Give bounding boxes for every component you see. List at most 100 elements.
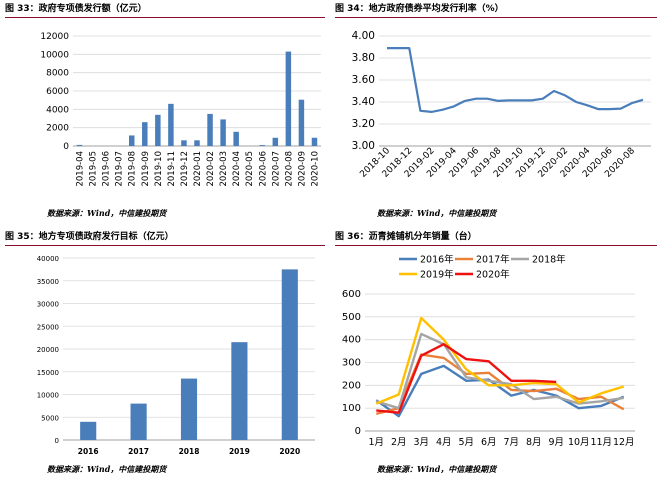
y-tick-label: 3.00: [352, 140, 375, 152]
x-tick-label: 4月: [436, 437, 452, 448]
y-tick-label: 4.00: [352, 30, 375, 42]
y-tick-label: 3.60: [352, 74, 375, 86]
bar: [231, 342, 248, 440]
x-tick-label: 2019-04: [76, 151, 86, 187]
x-tick-label: 2020-03: [219, 151, 229, 187]
y-tick-label: 500: [342, 312, 361, 323]
legend-label: 2020年: [476, 269, 510, 281]
bar: [142, 122, 148, 146]
bar: [168, 103, 174, 146]
x-tick-label: 2020: [279, 447, 300, 456]
chart-title: 图 34：地方政府债券平均发行利率（%）: [335, 4, 504, 14]
x-tick-label: 1月: [368, 437, 384, 448]
panel-paver-sales: 图 36：沥青摊铺机分年销量（台） 0 100 200 300 400 500 600 1月 2…: [335, 230, 657, 480]
series-line: [375, 332, 624, 410]
series-line: [376, 343, 557, 414]
bar: [76, 144, 83, 146]
x-tick-label: 3月: [413, 437, 429, 448]
y-tick-label: 0: [63, 142, 69, 152]
y-tick-label: 25000: [37, 323, 59, 331]
legend-label: 2018年: [532, 254, 566, 266]
x-tick-label: 2020-04: [232, 151, 242, 187]
series-line: [387, 47, 644, 114]
x-tick-label: 2月: [391, 437, 407, 448]
x-tick-label: 2019-09: [141, 151, 151, 187]
y-tick-label: 6000: [46, 87, 69, 97]
bar: [311, 137, 318, 146]
y-tick-label: 15000: [37, 369, 59, 377]
x-tick-label: 2019: [229, 447, 250, 456]
bar: [155, 114, 161, 146]
legend-label: 2019年: [420, 269, 454, 281]
x-tick-label: 10月: [568, 437, 590, 448]
y-tick-label: 200: [342, 380, 361, 391]
y-tick-label: 600: [342, 289, 361, 300]
x-tick-label: 2020-05: [245, 151, 255, 187]
y-tick-label: 12000: [40, 32, 69, 42]
y-tick-label: 100: [342, 403, 361, 414]
title-rule: [5, 245, 325, 246]
x-tick-label: 12月: [613, 437, 635, 448]
line-chart-average-issue-rate: 3.003.203.403.603.804.002018-102018-1220…: [352, 30, 651, 180]
chart-title: 图 35：地方专项债政府发行目标（亿元）: [5, 232, 174, 242]
x-tick-label: 2020-07: [271, 151, 281, 187]
x-tick-label: 2020-06: [258, 151, 268, 187]
title-rule: [5, 17, 325, 18]
x-tick-label: 2020-08: [284, 151, 294, 187]
x-tick-label: 2019-11: [167, 151, 177, 187]
x-tick-label: 2019-08: [128, 151, 138, 187]
x-tick-label: 2019-10: [154, 151, 164, 187]
y-tick-label: 10000: [40, 50, 69, 60]
title-rule: [335, 245, 657, 246]
bar: [233, 131, 239, 146]
bar: [298, 99, 305, 146]
x-tick-label: 2016: [78, 447, 99, 456]
data-source: 数据来源：Wind，中信建投期货: [47, 208, 167, 218]
bar: [180, 378, 198, 440]
bar: [207, 113, 213, 146]
series-line: [375, 316, 625, 405]
legend-label: 2017年: [476, 254, 510, 266]
title-rule: [335, 17, 657, 18]
y-tick-label: 8000: [46, 69, 69, 79]
x-tick-label: 2020-02: [206, 151, 216, 187]
y-tick-label: 10000: [37, 392, 59, 400]
y-tick-label: 3.40: [352, 96, 375, 108]
y-tick-label: 0: [355, 426, 361, 437]
x-tick-label: 9月: [548, 437, 564, 448]
x-tick-label: 2018: [179, 447, 200, 456]
x-tick-label: 2017: [128, 447, 149, 456]
x-tick-label: 6月: [481, 437, 497, 448]
y-tick-label: 40000: [37, 255, 59, 263]
bar: [285, 51, 292, 146]
x-tick-label: 2020-09: [297, 151, 307, 187]
panel-special-bond-target: 图 35：地方专项债政府发行目标（亿元） 0 5000 10000 15000 2000…: [5, 230, 325, 480]
bar-chart-issuance-target: 0 5000 10000 15000 20000 25000 30000 35000 40000…: [37, 255, 315, 456]
y-tick-label: 4000: [46, 105, 69, 115]
y-tick-label: 5000: [41, 414, 59, 422]
bar: [220, 119, 226, 146]
data-source: 数据来源：Wind，中信建投期货: [47, 464, 167, 474]
x-tick-label: 11月: [590, 437, 612, 448]
bar: [194, 140, 200, 146]
y-tick-label: 400: [342, 335, 361, 346]
bar: [130, 403, 147, 440]
x-tick-label: 8月: [526, 437, 542, 448]
x-tick-label: 2019-05: [89, 151, 99, 187]
bar: [272, 137, 279, 146]
x-tick-label: 5月: [458, 437, 474, 448]
y-tick-label: 3.80: [352, 52, 375, 64]
line-chart-paver-sales: 0 100 200 300 400 500 600 1月 2月 3月 4月 5月 6月 7月 8月 9月 10月…: [342, 254, 635, 448]
data-source: 数据来源：Wind，中信建投期货: [377, 208, 497, 218]
bar: [281, 269, 298, 440]
chart-title: 图 33：政府专项债发行额（亿元）: [5, 4, 147, 14]
x-tick-label: 2019-07: [115, 151, 125, 187]
y-tick-label: 300: [342, 358, 361, 369]
y-tick-label: 35000: [37, 278, 59, 286]
x-tick-label: 2019-12: [180, 151, 190, 187]
x-tick-label: 2020-10: [310, 151, 320, 187]
y-tick-label: 20000: [37, 346, 59, 354]
panel-fiscal-bond-issuance: 图 33：政府专项债发行额（亿元） 0 2000 4000 6000 8000 10000…: [5, 2, 325, 232]
legend-label: 2016年: [420, 254, 454, 266]
